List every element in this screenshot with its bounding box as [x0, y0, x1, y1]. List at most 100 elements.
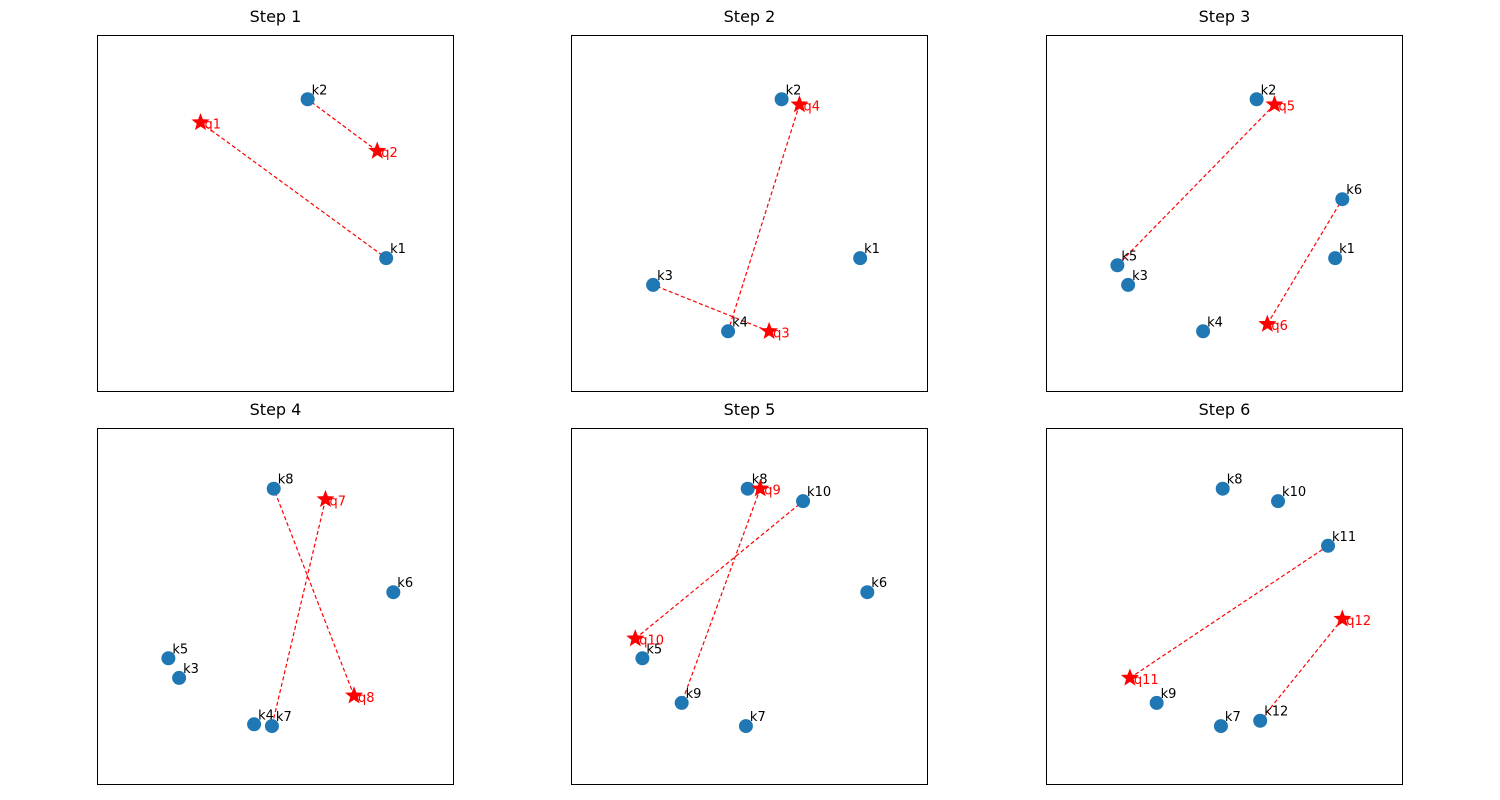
key-point-k5 [1110, 258, 1125, 273]
link-q3-k3 [652, 284, 770, 332]
key-point-k6 [1335, 192, 1350, 207]
key-label-k2: k2 [1261, 83, 1277, 98]
key-point-k2 [774, 92, 789, 107]
key-point-k7 [738, 719, 753, 734]
key-point-k10 [1271, 494, 1286, 509]
query-label-q5: q5 [1278, 100, 1295, 115]
key-label-k1: k1 [864, 242, 880, 257]
query-point-q3 [760, 321, 779, 339]
key-label-k7: k7 [1225, 710, 1241, 725]
link-q6-k6 [1266, 198, 1343, 325]
key-label-k6: k6 [397, 576, 413, 591]
key-label-k4: k4 [1207, 315, 1223, 330]
key-label-k8: k8 [1227, 473, 1243, 488]
key-label-k7: k7 [750, 710, 766, 725]
key-label-k4: k4 [732, 315, 748, 330]
query-point-q8 [345, 686, 364, 704]
key-point-k1 [1328, 251, 1343, 266]
axes-frame [1046, 428, 1403, 785]
query-point-q1 [191, 112, 210, 131]
key-label-k10: k10 [1282, 485, 1306, 500]
axes-frame [571, 428, 928, 785]
key-point-k3 [646, 277, 661, 292]
key-label-k3: k3 [183, 662, 199, 677]
query-label-q10: q10 [639, 634, 664, 649]
key-label-k8: k8 [278, 473, 294, 488]
link-q9-k9 [681, 488, 761, 704]
key-point-k12 [1253, 713, 1268, 728]
link-q1-k1 [200, 121, 387, 259]
panel-title: Step 6 [1198, 400, 1251, 419]
key-point-k7 [1213, 719, 1228, 734]
key-point-k5 [635, 651, 650, 666]
link-q5-k5 [1116, 104, 1275, 266]
key-label-k11: k11 [1332, 530, 1356, 545]
key-label-k2: k2 [786, 83, 802, 98]
key-label-k6: k6 [871, 576, 887, 591]
key-label-k3: k3 [657, 269, 673, 284]
link-q2-k2 [307, 98, 378, 152]
key-point-k9 [1149, 695, 1164, 710]
key-point-k1 [853, 251, 868, 266]
key-point-k8 [266, 481, 281, 496]
axes-frame [1046, 35, 1403, 392]
key-label-k9: k9 [686, 687, 702, 702]
key-point-k2 [1249, 92, 1264, 107]
key-point-k2 [300, 92, 315, 107]
link-q10-k10 [634, 500, 804, 640]
plot-area: k7 k8 k9 k10 k11 k12 q11 q12 [1046, 428, 1403, 785]
key-point-k7 [264, 719, 279, 734]
key-label-k8: k8 [752, 473, 768, 488]
key-point-k6 [386, 585, 401, 600]
key-label-k5: k5 [172, 642, 188, 657]
query-label-q6: q6 [1271, 319, 1288, 334]
link-q8-k8 [273, 488, 355, 696]
key-label-k5: k5 [646, 642, 662, 657]
key-label-k3: k3 [1132, 269, 1148, 284]
key-point-k10 [796, 494, 811, 509]
plot-area: k1 k2 k3 k4 q3 q4 [571, 35, 928, 392]
link-q11-k11 [1129, 545, 1329, 679]
key-label-k9: k9 [1161, 687, 1177, 702]
key-point-k3 [172, 670, 187, 685]
query-point-q9 [751, 479, 770, 497]
key-label-k1: k1 [390, 242, 406, 257]
key-point-k4 [1196, 324, 1211, 339]
key-point-k1 [379, 251, 394, 266]
query-label-q12: q12 [1346, 614, 1371, 629]
query-label-q8: q8 [358, 691, 375, 706]
key-point-k5 [161, 651, 176, 666]
key-label-k2: k2 [312, 83, 328, 98]
key-point-k3 [1121, 277, 1136, 292]
key-point-k4 [721, 324, 736, 339]
key-label-k7: k7 [276, 710, 292, 725]
query-point-q6 [1258, 314, 1277, 332]
query-label-q1: q1 [205, 117, 222, 132]
query-label-q9: q9 [764, 484, 781, 499]
link-q4-k4 [727, 104, 801, 332]
axes-frame [571, 35, 928, 392]
key-point-k6 [860, 585, 875, 600]
key-point-k11 [1321, 538, 1336, 553]
axes-frame [97, 428, 454, 785]
key-point-k4 [247, 717, 262, 732]
query-point-q2 [368, 141, 387, 159]
key-point-k8 [1215, 481, 1230, 496]
query-point-q10 [626, 629, 645, 647]
panel-title: Step 4 [249, 400, 302, 419]
query-label-q2: q2 [381, 146, 398, 161]
plot-area: k5 k6 k7 k8 k9 k10 q9 q10 [571, 428, 928, 785]
query-label-q11: q11 [1134, 673, 1159, 688]
query-point-q7 [316, 489, 335, 508]
axes-frame [97, 35, 454, 392]
query-label-q4: q4 [803, 100, 820, 115]
key-label-k10: k10 [807, 485, 831, 500]
query-point-q4 [790, 95, 809, 113]
query-label-q7: q7 [329, 494, 346, 509]
key-point-k8 [740, 481, 755, 496]
